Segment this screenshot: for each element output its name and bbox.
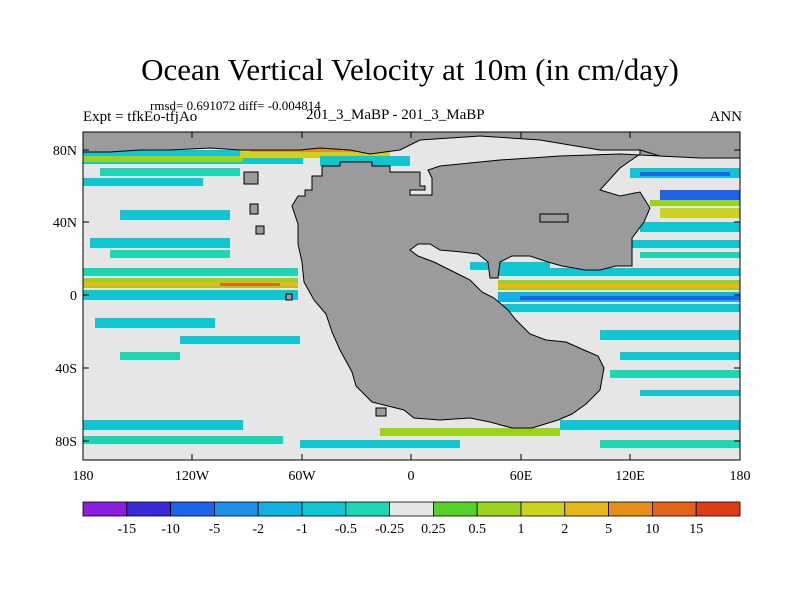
colorbar-label: 15 bbox=[689, 522, 703, 537]
x-axis: 180 120W 60W 0 60E 120E 180 bbox=[73, 132, 751, 484]
colorbar-swatch bbox=[476, 501, 522, 517]
colorbar-swatch bbox=[257, 501, 303, 517]
x-tick-label: 180 bbox=[73, 469, 94, 484]
y-tick-label: 80S bbox=[55, 435, 77, 450]
colorbar-swatch bbox=[170, 501, 215, 517]
land-mass bbox=[291, 131, 741, 429]
x-tick-label: 0 bbox=[408, 469, 415, 484]
island bbox=[539, 213, 569, 223]
colorbar-swatch bbox=[82, 501, 128, 517]
colorbar: -15 -10 -5 -2 -1 -0.5 -0.25 0.25 0.5 1 2 5 10 15 bbox=[82, 501, 741, 537]
colorbar-label: -5 bbox=[209, 522, 221, 537]
colorbar-label: 10 bbox=[645, 522, 659, 537]
colorbar-swatch bbox=[652, 501, 697, 517]
x-tick-label: 120W bbox=[175, 469, 210, 484]
colorbar-swatch bbox=[520, 501, 566, 517]
colorbar-swatch bbox=[213, 501, 259, 517]
colorbar-label: -0.5 bbox=[335, 522, 357, 537]
y-tick-label: 0 bbox=[70, 289, 77, 304]
x-tick-label: 60W bbox=[288, 469, 316, 484]
colorbar-label: 5 bbox=[605, 522, 612, 537]
colorbar-label: -0.25 bbox=[375, 522, 404, 537]
island bbox=[249, 203, 259, 215]
y-tick-label: 40S bbox=[55, 362, 77, 377]
island bbox=[375, 407, 387, 417]
colorbar-swatch bbox=[608, 501, 653, 517]
stats-label: rmsd= 0.691072 diff= -0.004814 bbox=[150, 98, 321, 113]
colorbar-label: -2 bbox=[252, 522, 264, 537]
x-tick-label: 120E bbox=[615, 469, 645, 484]
island bbox=[285, 293, 293, 301]
arctic-land bbox=[82, 131, 741, 159]
case-label: 201_3_MaBP - 201_3_MaBP bbox=[306, 107, 485, 123]
colorbar-label: 0.25 bbox=[421, 522, 446, 537]
map-panel bbox=[82, 131, 741, 461]
colorbar-swatch bbox=[564, 501, 609, 517]
y-axis: 80N 40N 0 40S 80S bbox=[53, 144, 740, 450]
experiment-label: Expt = tfkEo-tfjAo bbox=[83, 109, 198, 125]
island bbox=[243, 171, 259, 185]
colorbar-swatch bbox=[345, 501, 390, 517]
colorbar-swatch bbox=[389, 501, 434, 517]
colorbar-label: 0.5 bbox=[468, 522, 486, 537]
y-tick-label: 40N bbox=[53, 216, 77, 231]
colorbar-label: -10 bbox=[161, 522, 180, 537]
colorbar-label: -1 bbox=[296, 522, 308, 537]
colorbar-swatch bbox=[695, 501, 741, 517]
colorbar-swatch bbox=[301, 501, 347, 517]
colorbar-label: -15 bbox=[117, 522, 136, 537]
island bbox=[255, 225, 265, 235]
x-tick-label: 180 bbox=[730, 469, 751, 484]
x-tick-label: 60E bbox=[510, 469, 533, 484]
colorbar-swatch bbox=[126, 501, 172, 517]
y-tick-label: 80N bbox=[53, 144, 77, 159]
colorbar-label: 2 bbox=[561, 522, 568, 537]
colorbar-label: 1 bbox=[518, 522, 525, 537]
season-label: ANN bbox=[709, 109, 743, 125]
colorbar-swatch bbox=[432, 501, 478, 517]
plot-title: Ocean Vertical Velocity at 10m (in cm/da… bbox=[141, 52, 679, 87]
